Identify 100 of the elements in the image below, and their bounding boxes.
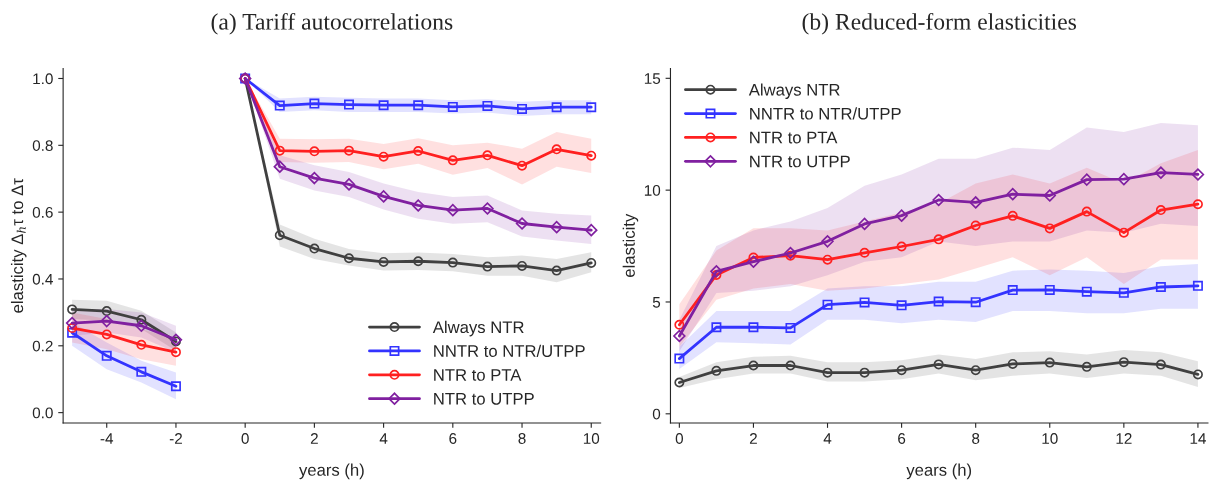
x-tick-label: 2 — [310, 433, 318, 444]
point — [748, 252, 759, 263]
point — [821, 235, 834, 248]
point — [970, 220, 981, 231]
point — [1081, 206, 1092, 217]
y-tick-label: 1.0 — [33, 73, 53, 85]
point — [711, 365, 722, 376]
point — [673, 329, 686, 343]
point — [1044, 357, 1055, 368]
point — [1154, 166, 1168, 179]
x-tick-label: 8 — [972, 433, 980, 444]
point — [896, 241, 907, 252]
y-tick-label: 10 — [644, 185, 661, 196]
point — [785, 250, 796, 261]
point — [1043, 189, 1057, 202]
x-tick-label: 4 — [823, 433, 832, 444]
x-tick-label: 10 — [1042, 433, 1058, 444]
point — [101, 350, 112, 361]
point — [748, 322, 759, 333]
legend-label: Always NTR — [748, 83, 840, 99]
point — [1007, 285, 1018, 296]
x-tick-label: 0 — [675, 433, 684, 444]
x-tick-label: 14 — [1190, 433, 1206, 444]
x-tick-label: 10 — [583, 433, 600, 444]
point — [1192, 369, 1203, 380]
y-tick-label: 0 — [652, 408, 661, 420]
point — [859, 367, 870, 378]
x-tick-label: 4 — [379, 433, 388, 444]
x-tick-label: 8 — [518, 433, 526, 444]
point — [1007, 210, 1018, 221]
point — [747, 255, 760, 268]
x-tick-label: 6 — [898, 433, 906, 444]
point — [784, 246, 797, 260]
point — [896, 300, 907, 311]
y-tick-label: 0.6 — [32, 207, 53, 218]
point — [785, 322, 796, 333]
x-tick-label: 6 — [449, 433, 457, 444]
y-axis-title: elasticity Δ$_{h}$τ to Δτ — [10, 178, 27, 313]
point — [859, 297, 870, 308]
point — [1118, 287, 1129, 298]
point — [1044, 284, 1055, 295]
chart-title: (a) Tariff autocorrelations — [211, 12, 453, 35]
point — [748, 360, 759, 371]
point — [1191, 168, 1205, 181]
point — [1192, 280, 1203, 291]
point — [1192, 199, 1203, 210]
point — [674, 319, 685, 330]
point — [1118, 357, 1129, 368]
y-tick-label: 0.0 — [32, 407, 53, 419]
legend-label: NTR to UTPP — [434, 393, 534, 405]
x-axis-title: years (h) — [906, 463, 972, 480]
legend-label: NTR to UTPP — [750, 155, 850, 168]
point — [1081, 286, 1092, 297]
point — [674, 353, 685, 364]
point — [1155, 281, 1166, 292]
point — [711, 322, 722, 333]
point — [1007, 358, 1018, 369]
point — [711, 269, 722, 280]
point — [1155, 359, 1166, 370]
point — [674, 377, 685, 388]
point — [1081, 361, 1092, 372]
point — [970, 365, 981, 376]
point — [933, 234, 944, 245]
y-tick-label: 15 — [644, 73, 661, 84]
legend-label: NTR to PTA — [434, 369, 522, 381]
x-tick-label: -2 — [169, 433, 182, 444]
point — [859, 247, 870, 258]
chart-title: (b) Reduced-form elasticities — [802, 12, 1077, 35]
point — [1118, 227, 1129, 238]
y-tick-label: 0.8 — [32, 140, 53, 151]
y-tick-label: 0.2 — [32, 340, 53, 352]
x-tick-label: 0 — [241, 433, 249, 444]
point — [1044, 223, 1055, 234]
point — [932, 193, 945, 207]
point — [858, 217, 871, 231]
point — [969, 196, 982, 209]
point — [822, 299, 833, 310]
y-tick-label: 5 — [652, 297, 661, 308]
legend-label: NTR to PTA — [750, 131, 838, 144]
point — [785, 360, 796, 371]
point — [822, 367, 833, 378]
point — [970, 297, 981, 308]
point — [1117, 172, 1131, 186]
point — [822, 254, 833, 265]
legend-label: NNTR to NTR/UTPP — [750, 107, 901, 120]
point — [1155, 205, 1166, 216]
point — [136, 366, 147, 377]
point — [710, 265, 723, 278]
point — [933, 359, 944, 370]
x-axis-title: years (h) — [299, 463, 364, 480]
point — [170, 381, 181, 392]
point — [933, 296, 944, 307]
x-tick-label: 2 — [749, 433, 757, 444]
point — [895, 209, 908, 222]
point — [1006, 187, 1019, 201]
y-tick-label: 0.4 — [32, 273, 53, 285]
point — [896, 365, 907, 376]
y-axis-title: elasticity — [622, 213, 639, 277]
x-tick-label: -4 — [100, 433, 114, 444]
x-tick-label: 12 — [1116, 433, 1132, 444]
